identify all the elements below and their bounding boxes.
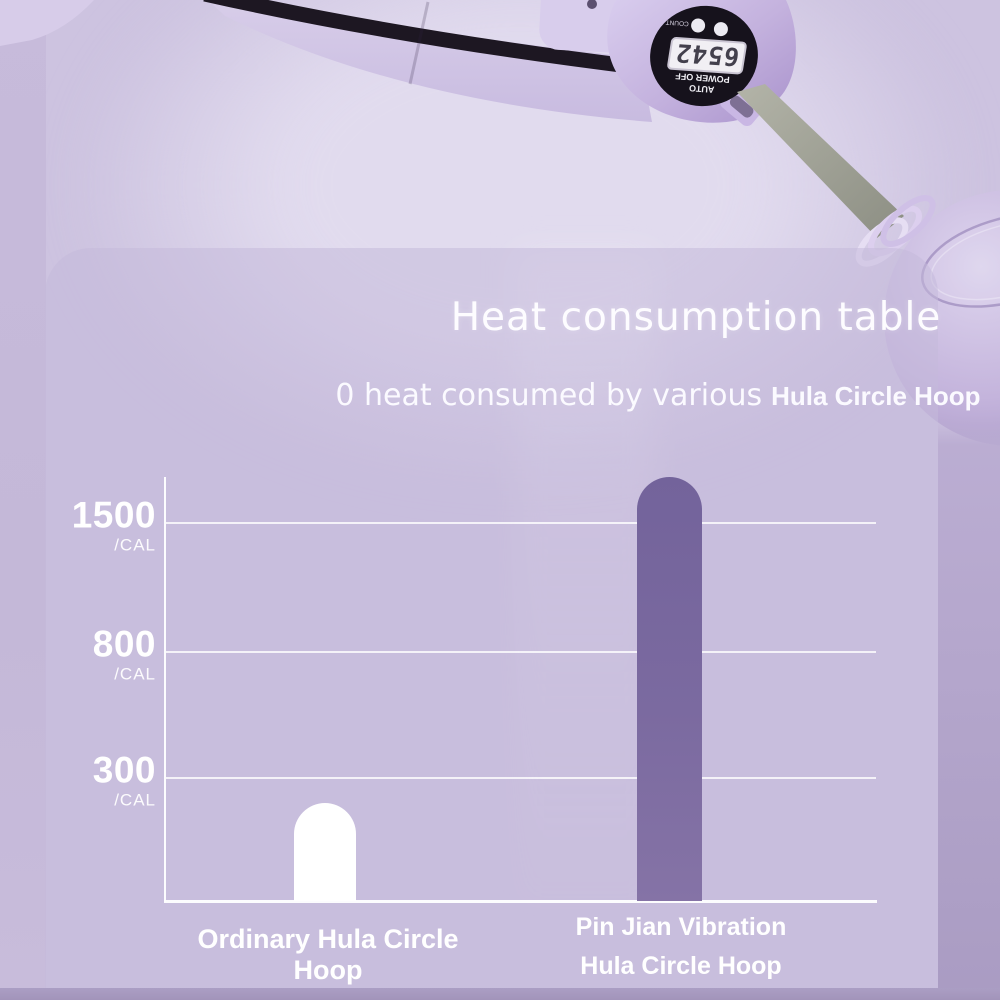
y-tick-unit: /CAL <box>114 664 156 684</box>
x-label-vibration: Pin Jian Vibration Hula Circle Hoop <box>531 908 831 986</box>
x-label-ordinary: Ordinary Hula Circle Hoop <box>197 924 459 985</box>
page-subtitle: 0 heat consumed by various Hula Circle H… <box>316 378 1000 413</box>
x-label-vibration-line1: Pin Jian Vibration <box>575 913 787 941</box>
subtitle-brand: Hula Circle Hoop <box>771 381 981 411</box>
y-tick-value: 1500 <box>71 494 156 536</box>
bar-vibration-hoop <box>637 477 702 901</box>
y-tick-unit: /CAL <box>114 790 156 810</box>
device-button-left <box>713 22 728 37</box>
hoop-corner-piece <box>0 0 94 46</box>
y-tick-value: 800 <box>92 623 156 665</box>
page-title: Heat consumption table <box>450 295 942 340</box>
subtitle-main: 0 heat consumed by various <box>335 378 763 413</box>
gridline-800 <box>166 651 876 653</box>
y-tick-1500: 1500 /CAL <box>30 496 156 553</box>
resistance-strap <box>737 84 904 238</box>
x-label-vibration-line2: Hula Circle Hoop <box>580 951 782 980</box>
y-axis-line <box>164 477 166 902</box>
count-label: COUNT <box>665 18 689 27</box>
hoop-ring <box>203 0 652 122</box>
gridline-300 <box>166 777 876 779</box>
lcd-screen <box>667 37 747 75</box>
lcd-count-value: 6542 <box>673 38 742 71</box>
y-tick-unit: /CAL <box>114 535 156 555</box>
frosted-panel <box>45 248 938 988</box>
auto-power-label-line2: POWER OFF <box>674 71 730 85</box>
counter-face-content: AUTO POWER OFF 6542 COUNT <box>665 18 747 95</box>
gridline-1500 <box>166 522 876 524</box>
device-button-right <box>691 18 706 33</box>
background-bottom-strip <box>0 988 1000 1000</box>
background-right-band <box>938 415 1000 988</box>
background-left-strip <box>0 0 46 1000</box>
x-axis-line <box>164 900 877 903</box>
mount-pin <box>587 0 597 9</box>
y-tick-800: 800 /CAL <box>30 625 156 682</box>
y-tick-value: 300 <box>92 749 156 791</box>
y-tick-300: 300 /CAL <box>30 751 156 808</box>
auto-power-label-line1: AUTO <box>689 83 715 95</box>
bar-ordinary-hoop <box>294 803 356 901</box>
